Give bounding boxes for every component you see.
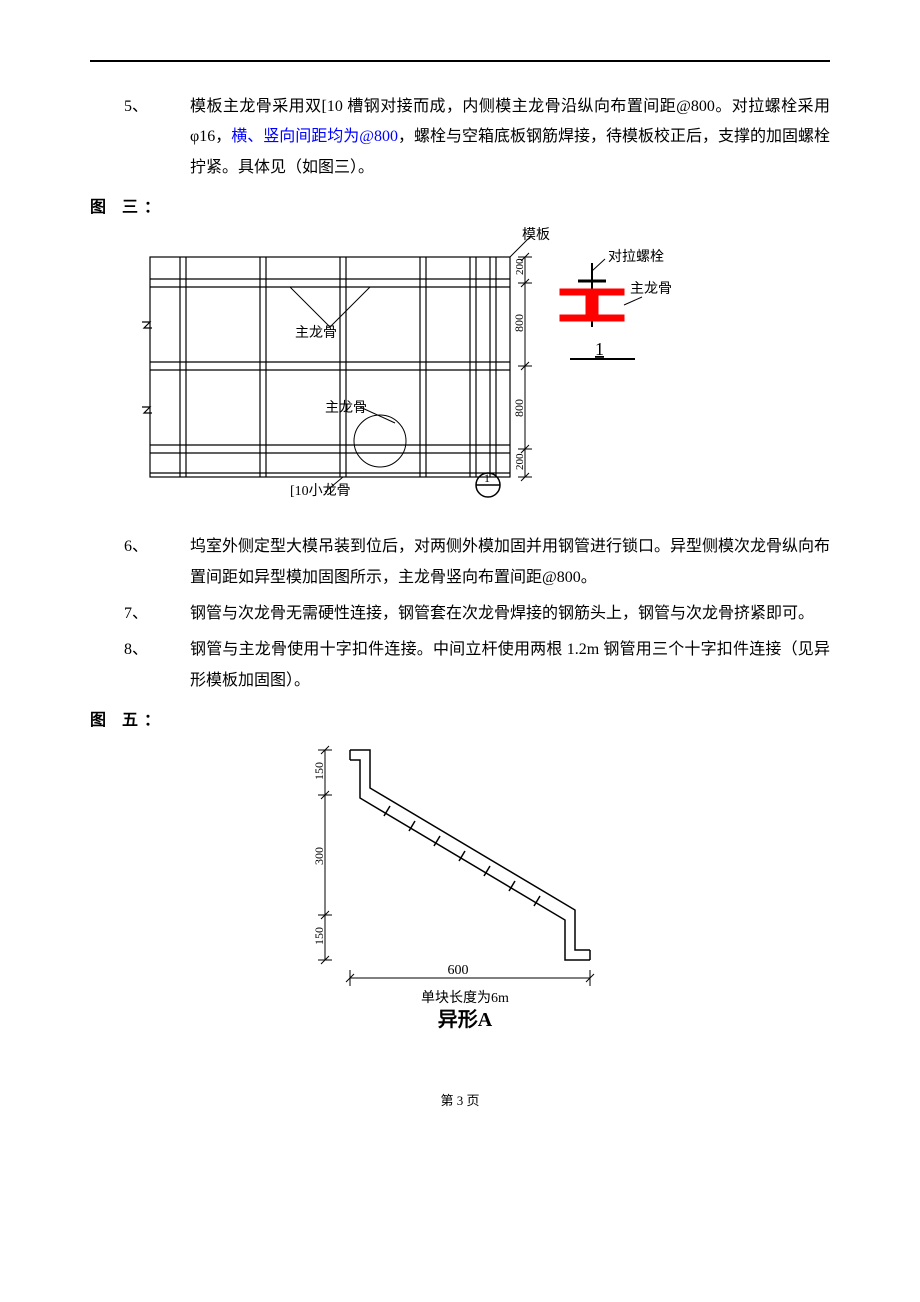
dim-150a: 150	[312, 762, 326, 780]
figure-3-svg: 主龙骨 主龙骨 [10小龙骨 模板 1	[130, 227, 730, 507]
item-number: 7、	[90, 599, 180, 629]
fig5-note: 单块长度为6m	[421, 990, 509, 1006]
label-mainjoist2: 主龙骨	[325, 400, 367, 416]
dim-150b: 150	[312, 927, 326, 945]
item-text: 钢管与次龙骨无需硬性连接，钢管套在次龙骨焊接的钢筋头上，钢管与次龙骨挤紧即可。	[190, 605, 814, 622]
dim-200a: 200	[514, 258, 526, 275]
dim-600: 600	[448, 963, 469, 978]
list-item: 6、 坞室外侧定型大模吊装到位后，对两侧外模加固并用钢管进行锁口。异型侧模次龙骨…	[90, 532, 830, 593]
figure-label: 图 五：	[90, 706, 830, 730]
dim-200b: 200	[514, 453, 526, 470]
label-template: 模板	[522, 227, 550, 243]
figure-3: 主龙骨 主龙骨 [10小龙骨 模板 1	[130, 227, 830, 512]
item-text-highlight: 横、竖向间距均为@800	[231, 128, 398, 145]
list-item: 8、 钢管与主龙骨使用十字扣件连接。中间立杆使用两根 1.2m 钢管用三个十字扣…	[90, 635, 830, 696]
item-text: 钢管与主龙骨使用十字扣件连接。中间立杆使用两根 1.2m 钢管用三个十字扣件连接…	[190, 641, 830, 688]
fig5-title: 异形A	[438, 1008, 493, 1030]
dim-800a: 800	[512, 314, 526, 332]
label-subjoist: [10小龙骨	[290, 483, 351, 499]
item-body: 模板主龙骨采用双[10 槽钢对接而成，内侧模主龙骨沿纵向布置间距@800。对拉螺…	[180, 92, 830, 183]
page-number: 第 3 页	[90, 1090, 830, 1109]
top-rule	[90, 60, 830, 62]
item-body: 钢管与主龙骨使用十字扣件连接。中间立杆使用两根 1.2m 钢管用三个十字扣件连接…	[180, 635, 830, 696]
label-mainjoist-right: 主龙骨	[630, 281, 672, 297]
detail-num: 1	[595, 339, 604, 359]
item-number: 6、	[90, 532, 180, 593]
item-number: 5、	[90, 92, 180, 183]
item-body: 钢管与次龙骨无需硬性连接，钢管套在次龙骨焊接的钢筋头上，钢管与次龙骨挤紧即可。	[180, 599, 830, 629]
document-page: 5、 模板主龙骨采用双[10 槽钢对接而成，内侧模主龙骨沿纵向布置间距@800。…	[0, 0, 920, 1149]
label-tiebolt: 对拉螺栓	[608, 249, 664, 265]
item-body: 坞室外侧定型大模吊装到位后，对两侧外模加固并用钢管进行锁口。异型侧模次龙骨纵向布…	[180, 532, 830, 593]
list-item: 7、 钢管与次龙骨无需硬性连接，钢管套在次龙骨焊接的钢筋头上，钢管与次龙骨挤紧即…	[90, 599, 830, 629]
dim-800b: 800	[512, 399, 526, 417]
label-mainjoist: 主龙骨	[295, 325, 337, 341]
list-item: 5、 模板主龙骨采用双[10 槽钢对接而成，内侧模主龙骨沿纵向布置间距@800。…	[90, 92, 830, 183]
item-number: 8、	[90, 635, 180, 696]
figure-label: 图 三：	[90, 193, 830, 217]
item-text: 坞室外侧定型大模吊装到位后，对两侧外模加固并用钢管进行锁口。异型侧模次龙骨纵向布…	[190, 538, 830, 585]
circle-num: 1	[484, 471, 490, 485]
figure-5: 150 300 150 600 单块长度为6m 异形A	[90, 740, 830, 1030]
figure-5-svg: 150 300 150 600 单块长度为6m 异形A	[290, 740, 630, 1030]
dim-300: 300	[312, 847, 326, 865]
